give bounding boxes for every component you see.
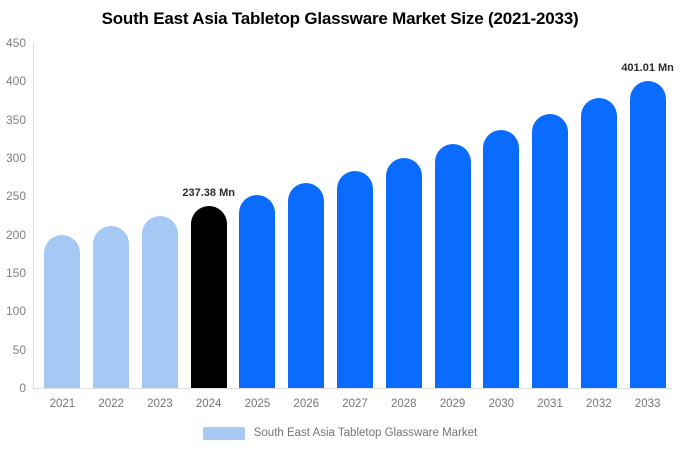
x-tick-2032: 2032 xyxy=(586,398,612,410)
bar-2021[interactable] xyxy=(44,235,81,388)
bar-2026[interactable] xyxy=(288,183,325,388)
y-tick-350: 350 xyxy=(5,112,26,127)
legend-swatch-icon[interactable] xyxy=(202,426,245,440)
y-tick-100: 100 xyxy=(5,304,26,319)
x-tick-2021: 2021 xyxy=(49,398,76,410)
y-tick-250: 250 xyxy=(5,189,26,204)
y-tick-50: 50 xyxy=(12,342,26,357)
bar-2031[interactable] xyxy=(532,114,569,388)
chart-title: South East Asia Tabletop Glassware Marke… xyxy=(101,9,579,28)
x-tick-2030: 2030 xyxy=(488,398,515,410)
bar-2033[interactable] xyxy=(629,80,666,388)
bar-2023[interactable] xyxy=(141,216,178,388)
x-tick-2028: 2028 xyxy=(390,398,417,410)
y-tick-400: 400 xyxy=(5,74,26,89)
x-tick-2026: 2026 xyxy=(293,398,320,410)
bar-2030[interactable] xyxy=(483,129,520,388)
x-tick-2024: 2024 xyxy=(195,398,222,410)
y-tick-0: 0 xyxy=(19,381,26,395)
y-axis-line xyxy=(33,43,34,388)
x-tick-2022: 2022 xyxy=(98,398,124,410)
x-tick-2027: 2027 xyxy=(342,398,368,410)
bar-2025[interactable] xyxy=(239,194,276,388)
bar-2024[interactable] xyxy=(190,206,227,388)
bar-2028[interactable] xyxy=(385,158,422,388)
x-tick-2029: 2029 xyxy=(439,398,466,410)
x-tick-2033: 2033 xyxy=(634,398,661,410)
legend[interactable]: South East Asia Tabletop Glassware Marke… xyxy=(0,425,680,441)
x-axis-line xyxy=(33,388,672,389)
bar-value-label-2024: 237.38 Mn xyxy=(182,187,235,199)
bar-2022[interactable] xyxy=(93,226,130,388)
bar-2029[interactable] xyxy=(434,144,471,388)
x-tick-2025: 2025 xyxy=(244,398,271,410)
y-tick-200: 200 xyxy=(5,227,26,242)
bar-2032[interactable] xyxy=(580,98,617,388)
bar-2027[interactable] xyxy=(337,171,373,388)
bar-value-label-2033: 401.01 Mn xyxy=(621,61,674,74)
y-tick-150: 150 xyxy=(5,266,26,280)
y-tick-450: 450 xyxy=(5,36,26,50)
y-tick-300: 300 xyxy=(5,151,26,165)
x-tick-2031: 2031 xyxy=(537,398,563,410)
legend-label[interactable]: South East Asia Tabletop Glassware Marke… xyxy=(253,427,478,439)
x-tick-2023: 2023 xyxy=(147,398,173,410)
